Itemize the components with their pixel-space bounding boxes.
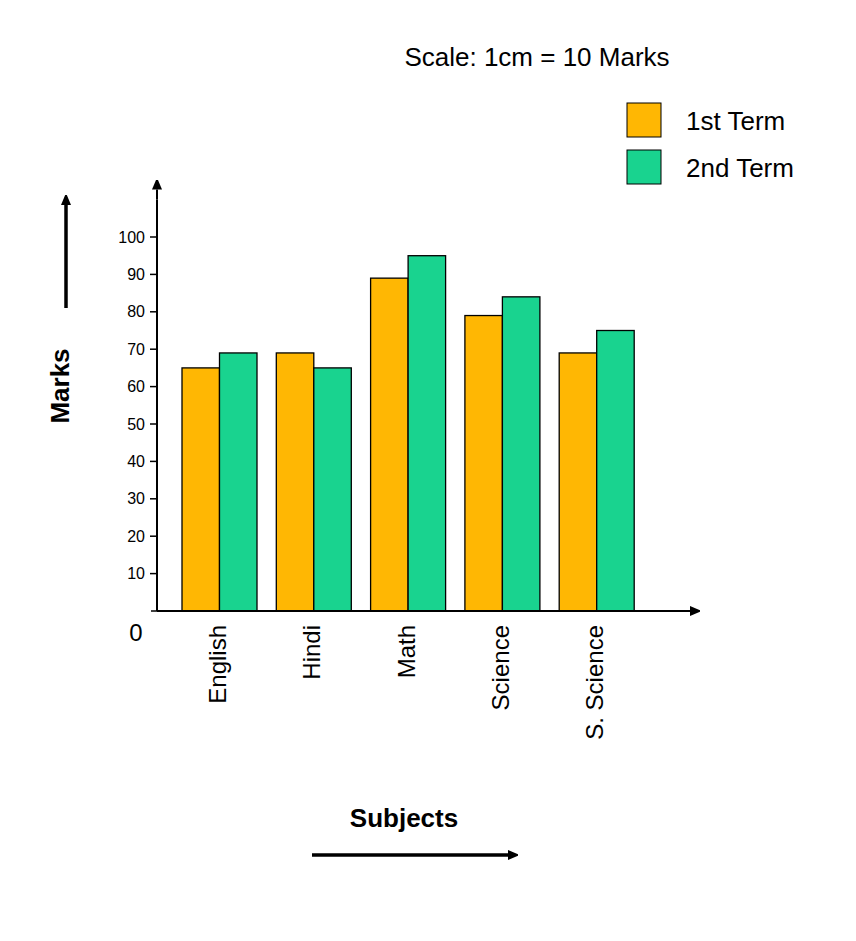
y-tick-label: 20 [127, 528, 145, 545]
y-tick-label: 40 [127, 453, 145, 470]
y-tick [150, 274, 157, 276]
y-tick-label: 90 [127, 266, 145, 283]
x-axis-title: Subjects [350, 803, 458, 833]
bars [182, 256, 634, 611]
y-axis [156, 200, 158, 611]
y-tick [150, 311, 157, 313]
y-title-arrow [64, 205, 68, 308]
x-title-arrow [312, 853, 508, 857]
y-tick-label: 10 [127, 565, 145, 582]
y-tick [150, 498, 157, 500]
y-tick [150, 573, 157, 575]
y-tick [150, 348, 157, 350]
x-tick-label: Science [487, 625, 514, 710]
legend: 1st Term 2nd Term [627, 103, 794, 184]
y-tick-label: 80 [127, 303, 145, 320]
y-tick [151, 610, 157, 612]
y-tick [150, 461, 157, 463]
bar [408, 256, 446, 611]
bar [371, 278, 409, 611]
x-tick-label: Hindi [298, 625, 325, 680]
y-tick-label: 50 [127, 416, 145, 433]
annotation: Scale: 1cm = 10 Marks [404, 42, 669, 72]
bar [597, 331, 635, 612]
origin-label: 0 [129, 619, 142, 646]
x-tick-label: English [204, 625, 231, 704]
x-tick-label: S. Science [581, 625, 608, 740]
legend-swatch [627, 150, 661, 184]
bar [502, 297, 540, 611]
chart: English Hindi Math Science S. Science 0 10 20 30… [0, 0, 856, 941]
y-tick-label: 60 [127, 378, 145, 395]
legend-label: 1st Term [686, 106, 785, 136]
bar [465, 316, 503, 611]
bar [220, 353, 258, 611]
y-axis-title: Marks [45, 348, 75, 423]
y-tick [150, 236, 157, 238]
x-axis [157, 610, 690, 612]
y-tick [150, 423, 157, 425]
bar [276, 353, 314, 611]
y-axis-arrow [156, 190, 158, 200]
bar [559, 353, 597, 611]
legend-label: 2nd Term [686, 153, 794, 183]
bar [314, 368, 352, 611]
legend-swatch [627, 103, 661, 137]
y-tick-label: 30 [127, 490, 145, 507]
bar [182, 368, 220, 611]
y-tick-label: 100 [118, 229, 145, 246]
x-tick-label: Math [393, 625, 420, 678]
y-tick-label: 70 [127, 341, 145, 358]
y-tick [150, 535, 157, 537]
y-tick [150, 386, 157, 388]
